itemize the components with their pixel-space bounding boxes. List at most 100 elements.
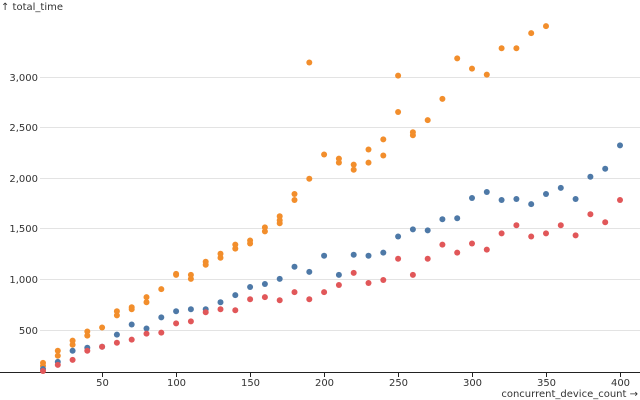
point-red <box>261 294 268 301</box>
point-red <box>454 249 461 256</box>
point-blue <box>483 189 490 195</box>
point-blue <box>158 314 165 321</box>
point-orange <box>54 352 61 359</box>
point-orange <box>380 136 387 143</box>
point-red <box>113 339 120 346</box>
point-blue <box>306 268 313 275</box>
point-red <box>498 230 505 237</box>
point-red <box>99 343 106 350</box>
point-orange <box>276 220 283 227</box>
point-red <box>424 255 431 262</box>
point-blue <box>321 252 328 259</box>
y-tick-label: 3,000 <box>9 73 38 84</box>
point-orange <box>335 159 342 166</box>
x-axis: 50 100 150 200 250 300 350 400 <box>0 372 640 389</box>
point-orange <box>350 161 357 168</box>
point-orange <box>128 306 135 313</box>
point-blue <box>602 165 609 172</box>
point-red <box>350 269 357 276</box>
point-red <box>291 289 298 296</box>
point-blue <box>261 281 268 287</box>
point-blue <box>276 275 283 282</box>
x-tick-label: 200 <box>315 378 334 389</box>
point-red <box>158 329 165 336</box>
point-blue <box>365 252 372 259</box>
point-red <box>173 320 180 327</box>
point-blue <box>424 227 431 234</box>
point-orange <box>395 109 402 115</box>
y-axis-label: ↑ total_time <box>1 2 63 13</box>
point-red <box>469 240 475 247</box>
x-tick-label: 50 <box>96 378 109 389</box>
point-orange <box>543 23 549 30</box>
point-orange <box>365 159 372 166</box>
point-orange <box>69 337 76 344</box>
y-tick-label: 2,500 <box>9 123 38 134</box>
point-orange <box>498 45 505 52</box>
x-tick-label: 150 <box>241 378 260 389</box>
point-orange <box>365 146 372 153</box>
point-red <box>232 307 239 314</box>
point-blue <box>380 249 387 256</box>
point-blue <box>395 233 402 240</box>
y-tick-label: 1,000 <box>9 275 38 286</box>
point-red <box>84 347 91 354</box>
point-red <box>365 280 372 286</box>
point-orange <box>528 30 535 37</box>
point-red <box>128 336 135 343</box>
point-orange <box>321 151 328 158</box>
point-orange <box>306 59 313 66</box>
point-orange <box>291 191 298 197</box>
point-blue <box>143 325 150 332</box>
point-red <box>306 296 313 303</box>
point-red <box>380 277 387 283</box>
point-red <box>587 211 594 218</box>
y-tick-label: 1,500 <box>9 224 38 235</box>
point-blue <box>291 263 298 270</box>
point-blue <box>572 196 579 202</box>
point-red <box>335 282 342 288</box>
point-red <box>276 297 283 304</box>
point-orange <box>69 341 76 348</box>
point-red <box>409 271 416 278</box>
point-blue <box>498 197 505 203</box>
point-red <box>602 219 609 226</box>
x-tick-label: 250 <box>389 378 408 389</box>
point-orange <box>395 72 402 79</box>
point-orange <box>217 254 224 261</box>
point-blue <box>543 191 549 197</box>
point-orange <box>291 197 298 203</box>
point-blue <box>173 308 180 315</box>
point-orange <box>424 117 431 124</box>
point-blue <box>469 195 475 201</box>
point-blue <box>528 201 535 208</box>
point-orange <box>439 95 446 102</box>
point-red <box>572 232 579 239</box>
point-orange <box>158 286 165 293</box>
point-red <box>557 222 564 229</box>
point-orange <box>232 245 239 252</box>
point-red <box>483 246 490 253</box>
point-blue <box>557 184 564 191</box>
point-orange <box>483 71 490 78</box>
point-orange <box>454 55 461 62</box>
point-orange <box>261 228 268 235</box>
point-blue <box>439 216 446 223</box>
point-red <box>439 241 446 248</box>
point-orange <box>143 299 150 306</box>
point-blue <box>350 251 357 258</box>
point-blue <box>335 271 342 278</box>
point-orange <box>113 312 120 319</box>
point-blue <box>617 142 623 149</box>
point-blue <box>454 215 461 222</box>
point-orange <box>202 261 209 268</box>
point-red <box>187 318 194 325</box>
point-orange <box>84 332 91 339</box>
point-orange <box>247 240 254 247</box>
point-orange <box>409 132 416 139</box>
point-red <box>513 222 520 229</box>
point-blue <box>587 173 594 180</box>
y-tick-label: 500 <box>19 326 38 337</box>
point-orange <box>173 271 180 278</box>
